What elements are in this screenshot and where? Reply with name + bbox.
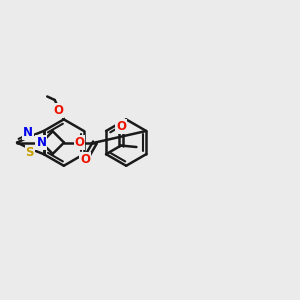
Text: O: O [80, 153, 90, 166]
Text: N: N [36, 136, 46, 149]
Text: O: O [53, 104, 63, 117]
Text: S: S [26, 146, 34, 159]
Text: N: N [23, 126, 33, 140]
Text: O: O [116, 120, 126, 133]
Text: O: O [74, 136, 85, 149]
